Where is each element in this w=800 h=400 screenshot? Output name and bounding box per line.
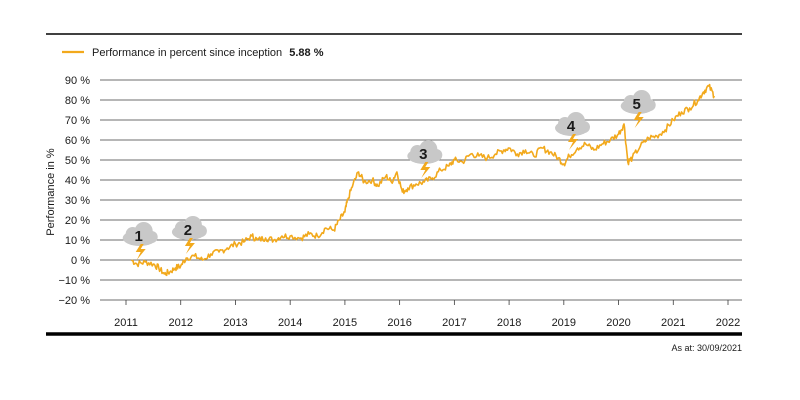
y-tick-label-3: 60 % [65, 135, 90, 147]
y-tick-label-11: −20 % [59, 295, 91, 307]
x-tick-label-2021: 2021 [661, 317, 685, 329]
x-tick-label-2011: 2011 [114, 317, 138, 329]
legend-value: 5.88 % [289, 47, 323, 59]
cloud-puff-right [643, 99, 656, 111]
y-tick-labels: 90 % 80 % 70 % 60 % 50 % 40 % 30 % 20 % 10 % 0 % −… [59, 75, 91, 307]
gridlines [100, 79, 742, 301]
y-tick-label-1: 80 % [65, 95, 90, 107]
y-tick-label-6: 30 % [65, 195, 90, 207]
lightning-icon [633, 112, 644, 128]
x-tick-label-2016: 2016 [387, 317, 411, 329]
y-tick-label-8: 10 % [65, 235, 90, 247]
y-tick-label-9: 0 % [71, 255, 90, 267]
series-line-0 [131, 83, 716, 277]
svg-text:Performance in percent since i: Performance in percent since inception 5… [92, 47, 324, 59]
cloud-puff-right [578, 121, 590, 133]
event-marker-4: 4 [555, 112, 590, 150]
x-tick-label-2013: 2013 [223, 317, 247, 329]
x-tick-label-2017: 2017 [442, 317, 466, 329]
legend: Performance in percent since inception 5… [62, 47, 324, 59]
y-tick-label-2: 70 % [65, 115, 90, 127]
y-axis-label: Performance in % [45, 148, 57, 236]
y-tick-label-4: 50 % [65, 155, 90, 167]
event-markers: 1 2 3 4 5 [122, 90, 656, 260]
cloud-puff-right [430, 149, 443, 161]
event-marker-2: 2 [171, 216, 207, 254]
x-tick-label-2020: 2020 [606, 317, 630, 329]
legend-label: Performance in percent since inception [92, 47, 282, 59]
y-tick-label-0: 90 % [65, 75, 90, 87]
x-tick-label-2019: 2019 [552, 317, 576, 329]
event-marker-5: 5 [620, 90, 656, 128]
y-tick-label-7: 20 % [65, 215, 90, 227]
x-tick-labels: 2011 2012 2013 2014 2015 2016 2017 2018 2019 2020… [114, 300, 740, 329]
y-tick-label-5: 40 % [65, 175, 90, 187]
event-number-4: 4 [567, 118, 576, 135]
event-number-1: 1 [135, 228, 143, 245]
series-layer [131, 83, 716, 277]
x-tick-label-2014: 2014 [278, 317, 302, 329]
as-at-date: As at: 30/09/2021 [671, 343, 742, 353]
y-tick-label-10: −10 % [59, 275, 91, 287]
x-tick-label-2022: 2022 [716, 317, 740, 329]
cloud-puff-right [194, 225, 207, 237]
lightning-icon [420, 162, 431, 178]
lightning-icon [184, 238, 195, 254]
lightning-icon [568, 134, 578, 150]
x-tick-label-2018: 2018 [497, 317, 521, 329]
event-number-2: 2 [184, 222, 192, 239]
event-marker-1: 1 [122, 222, 158, 260]
x-tick-label-2015: 2015 [333, 317, 357, 329]
lightning-icon [135, 244, 146, 260]
event-marker-3: 3 [407, 140, 443, 178]
event-number-3: 3 [419, 146, 427, 163]
cloud-puff-right [145, 231, 158, 243]
x-tick-label-2012: 2012 [168, 317, 192, 329]
event-number-5: 5 [633, 96, 641, 113]
